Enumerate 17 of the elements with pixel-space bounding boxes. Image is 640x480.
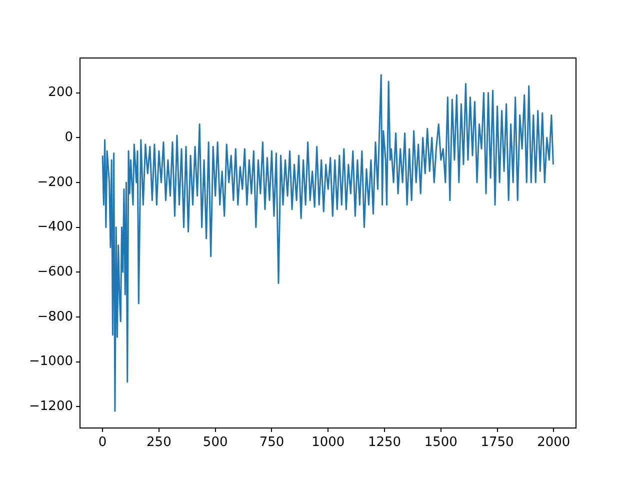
y-tick-label: 200 <box>48 85 73 100</box>
y-tick-label: −600 <box>37 264 73 280</box>
y-tick-label: −400 <box>37 220 73 235</box>
y-tick-label: 0 <box>64 130 73 145</box>
y-tick-label: −200 <box>37 174 73 190</box>
x-tick-label: 0 <box>98 435 107 450</box>
x-tick-label: 1250 <box>368 435 402 450</box>
x-tick-label: 500 <box>202 435 228 450</box>
y-tick-label: −1200 <box>29 399 73 414</box>
x-tick-label: 1000 <box>312 435 345 450</box>
y-tick-label: −1000 <box>29 354 73 370</box>
y-tick-label: −800 <box>37 309 73 324</box>
x-tick-label: 250 <box>146 435 172 450</box>
x-tick-label: 1750 <box>480 435 514 450</box>
x-tick-label: 1500 <box>424 435 458 450</box>
x-tick-label: 750 <box>259 435 284 450</box>
x-tick-label: 2000 <box>537 435 570 450</box>
